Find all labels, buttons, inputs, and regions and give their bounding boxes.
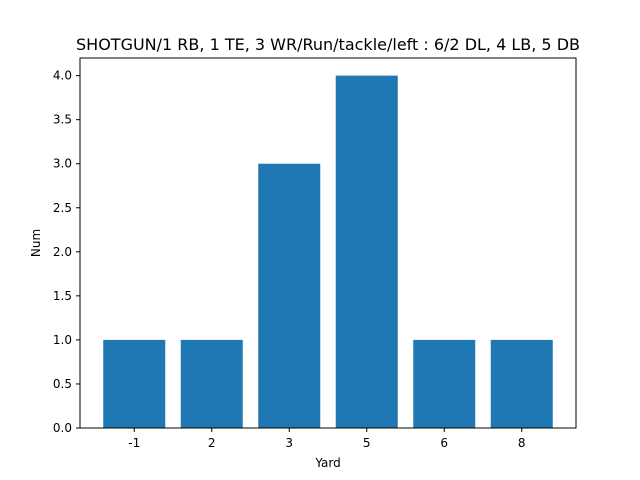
bar-3 [258,163,321,428]
x-axis-label: Yard [314,456,340,470]
y-tick-label: 0.5 [53,377,72,391]
x-tick-label: 2 [208,436,216,450]
x-tick-label: 6 [440,436,448,450]
y-tick-label: 4.0 [53,69,72,83]
bar-2 [180,339,243,428]
bar-6 [413,339,476,428]
y-tick-label: 1.5 [53,289,72,303]
x-tick-label: -1 [128,436,140,450]
y-axis-ticks: 0.0 0.5 1.0 1.5 2.0 2.5 3.0 3.5 4.0 [53,69,80,435]
x-tick-label: 8 [518,436,526,450]
plot-area-frame [79,57,577,429]
chart-title: SHOTGUN/1 RB, 1 TE, 3 WR/Run/tackle/left… [76,35,580,54]
y-tick-label: 3.0 [53,157,72,171]
y-tick-label: 1.0 [53,333,72,347]
y-axis-label: Num [29,229,43,257]
bar-8 [490,339,553,428]
bar-5 [335,75,398,428]
x-tick-label: 5 [363,436,371,450]
y-tick-label: 2.0 [53,245,72,259]
x-tick-label: 3 [285,436,293,450]
y-tick-label: 2.5 [53,201,72,215]
y-tick-label: 0.0 [53,421,72,435]
bars-group [103,75,553,428]
bar--1 [103,339,166,428]
x-axis-ticks: -1 2 3 5 6 8 [128,428,526,450]
y-tick-label: 3.5 [53,113,72,127]
